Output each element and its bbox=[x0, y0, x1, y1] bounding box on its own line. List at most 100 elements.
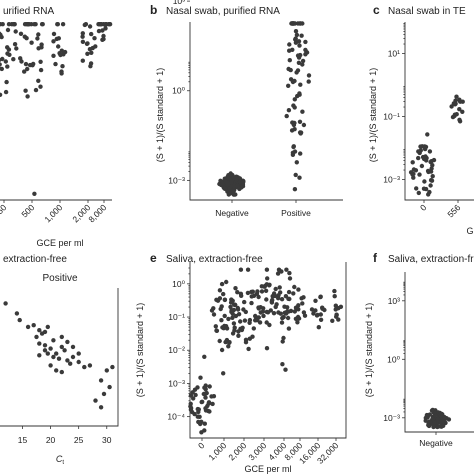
data-point bbox=[100, 28, 105, 33]
data-point bbox=[59, 344, 64, 350]
data-point bbox=[427, 412, 432, 417]
data-point bbox=[25, 66, 30, 72]
data-point bbox=[306, 73, 312, 78]
data-point bbox=[60, 22, 66, 27]
data-point bbox=[211, 312, 217, 317]
data-point bbox=[199, 430, 204, 435]
data-point bbox=[284, 311, 289, 316]
data-point bbox=[48, 346, 53, 351]
data-point bbox=[238, 267, 244, 272]
data-point bbox=[286, 289, 292, 295]
data-point bbox=[261, 313, 266, 319]
data-point bbox=[292, 127, 297, 132]
data-point bbox=[38, 84, 43, 89]
data-point bbox=[0, 66, 4, 72]
data-point bbox=[5, 64, 10, 69]
data-point bbox=[265, 276, 270, 281]
y-tick-label: 10⁻³ bbox=[383, 413, 400, 423]
data-point bbox=[436, 424, 441, 429]
data-point bbox=[231, 183, 237, 189]
data-point bbox=[54, 351, 59, 356]
data-point bbox=[18, 56, 23, 61]
data-point bbox=[417, 172, 422, 177]
data-point bbox=[453, 98, 458, 103]
data-point bbox=[293, 29, 299, 34]
data-point bbox=[293, 316, 299, 321]
panel-b: b Nasal swab, purified RNA 10⁻³ 10⁰ 10³ Ne… bbox=[150, 0, 343, 218]
panel-c-axes bbox=[404, 22, 474, 201]
data-point bbox=[217, 288, 223, 293]
data-point bbox=[432, 420, 437, 425]
data-point bbox=[287, 48, 292, 53]
data-point bbox=[300, 301, 305, 306]
x-tick-label: 0 bbox=[196, 440, 207, 451]
data-point bbox=[0, 57, 2, 63]
data-point bbox=[0, 22, 3, 27]
data-point bbox=[196, 407, 201, 412]
data-point bbox=[426, 423, 432, 429]
data-point bbox=[298, 151, 303, 156]
data-point bbox=[291, 122, 297, 128]
data-point bbox=[51, 53, 56, 58]
data-point bbox=[230, 315, 235, 320]
data-point bbox=[318, 317, 324, 322]
panel-c-title: Nasal swab in TE bbox=[388, 6, 466, 17]
y-tick-label: 10⁰ bbox=[172, 279, 185, 289]
data-point bbox=[279, 320, 285, 325]
data-point bbox=[236, 333, 241, 338]
data-point bbox=[59, 369, 64, 375]
data-point bbox=[269, 300, 275, 305]
data-point bbox=[107, 384, 112, 390]
data-point bbox=[51, 354, 56, 360]
panel-b-axes bbox=[189, 22, 343, 201]
data-point bbox=[92, 36, 97, 41]
data-point bbox=[232, 192, 237, 197]
data-point bbox=[416, 190, 421, 196]
data-point bbox=[440, 419, 446, 424]
data-point bbox=[313, 298, 318, 303]
data-point bbox=[238, 179, 243, 185]
data-point bbox=[22, 69, 27, 74]
data-point bbox=[210, 401, 215, 407]
panel-d: extraction-free Positive 15 20 25 30 Ct bbox=[0, 254, 119, 466]
data-point bbox=[279, 269, 284, 274]
data-point bbox=[286, 83, 291, 89]
data-point bbox=[296, 307, 301, 312]
panel-c-points bbox=[408, 94, 465, 197]
panel-c-letter: c bbox=[373, 3, 380, 17]
data-point bbox=[36, 32, 41, 37]
data-point bbox=[300, 62, 305, 67]
data-point bbox=[299, 296, 304, 301]
x-tick-label: 25 bbox=[74, 435, 84, 445]
data-point bbox=[294, 32, 300, 38]
data-point bbox=[227, 191, 232, 196]
x-tick-label: 250 bbox=[0, 202, 9, 219]
data-point bbox=[287, 58, 292, 63]
data-point bbox=[263, 288, 269, 293]
data-point bbox=[304, 49, 309, 55]
data-point bbox=[59, 71, 64, 76]
data-point bbox=[45, 324, 50, 330]
data-point bbox=[296, 60, 302, 65]
data-point bbox=[273, 286, 278, 292]
data-point bbox=[17, 317, 22, 323]
data-point bbox=[222, 297, 228, 302]
panel-f-y-label: (S + 1)/(S standard + 1) bbox=[364, 303, 374, 398]
data-point bbox=[301, 310, 307, 315]
data-point bbox=[322, 307, 327, 313]
y-tick-label: 10⁻¹ bbox=[168, 312, 185, 322]
data-point bbox=[5, 27, 11, 33]
data-point bbox=[68, 361, 73, 366]
panel-f-title: Saliva, extraction-free bbox=[388, 254, 474, 265]
data-point bbox=[238, 291, 244, 296]
data-point bbox=[277, 285, 282, 290]
data-point bbox=[219, 318, 224, 323]
data-point bbox=[294, 70, 299, 75]
panel-f-points bbox=[423, 407, 452, 430]
data-point bbox=[282, 304, 287, 309]
data-point bbox=[198, 421, 203, 427]
x-tick-label: 2,000 bbox=[226, 440, 248, 462]
data-point bbox=[303, 39, 308, 45]
data-point bbox=[330, 318, 335, 323]
data-point bbox=[439, 411, 444, 417]
